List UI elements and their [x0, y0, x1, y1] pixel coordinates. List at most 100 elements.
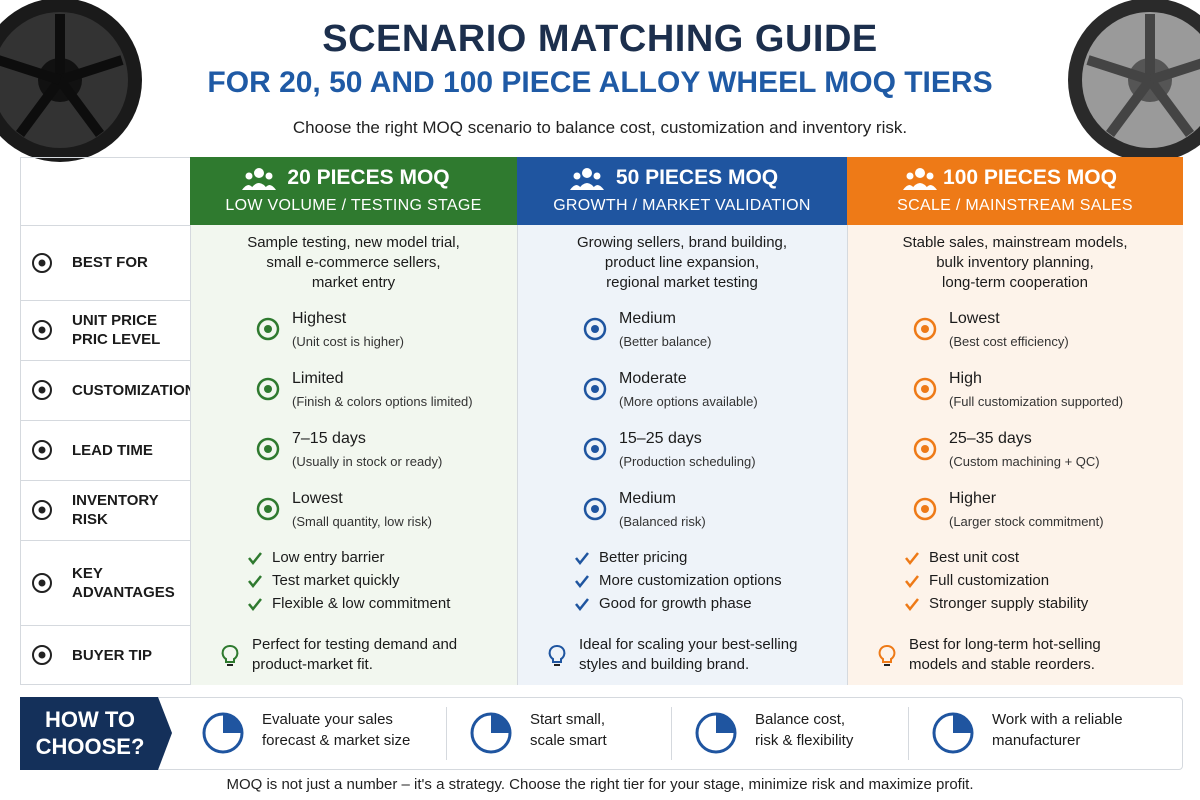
step-icon — [693, 710, 739, 756]
step-text: forecast & market size — [262, 732, 411, 749]
cell — [517, 625, 847, 685]
advantage-item: Best unit cost — [929, 549, 1020, 566]
row-label: ADVANTAGES — [72, 583, 175, 601]
cell-text: Stable sales, mainstream models, — [902, 233, 1128, 251]
advantage-item: Low entry barrier — [272, 549, 385, 566]
cell — [517, 420, 847, 480]
cell-main: 15–25 days — [619, 430, 702, 447]
cell-icon — [913, 497, 937, 521]
cell — [847, 420, 1183, 480]
cell — [190, 225, 517, 300]
cell-text: Sample testing, new model trial, — [247, 233, 460, 251]
cell-text: product line expansion, — [604, 253, 760, 271]
row-icon — [30, 251, 54, 275]
step-text: Balance cost, — [755, 711, 846, 728]
check-icon — [905, 574, 919, 589]
tip-text: styles and building brand. — [579, 656, 750, 673]
cell-sub: (Custom machining + QC) — [949, 454, 1100, 469]
column-header — [517, 157, 847, 225]
check-icon — [575, 597, 589, 612]
cell-icon — [256, 497, 280, 521]
cell-icon — [913, 317, 937, 341]
row-label: UNIT PRICE — [72, 312, 158, 329]
tip-text: Ideal for scaling your best-selling — [579, 636, 798, 653]
cell-text: regional market testing — [606, 273, 758, 291]
cell — [847, 300, 1183, 360]
cell — [517, 300, 847, 360]
column-title: 20 PIECES MOQ — [287, 166, 450, 189]
cell-icon — [913, 437, 937, 461]
tip-text: models and stable reorders. — [909, 656, 1095, 673]
check-icon — [905, 551, 919, 566]
step-text: Work with a reliable — [992, 711, 1123, 728]
title: SCENARIO MATCHING GUIDE — [322, 18, 878, 60]
step-text: Evaluate your sales — [262, 711, 393, 728]
column-subtitle: SCALE / MAINSTREAM SALES — [897, 197, 1133, 214]
cell-sub: (Balanced risk) — [619, 514, 706, 529]
step-text: Start small, — [530, 711, 606, 728]
people-icon — [241, 166, 276, 192]
cell-sub: (Finish & colors options limited) — [292, 394, 473, 409]
advantage-item: Good for growth phase — [599, 595, 752, 612]
cell-sub: (Full customization supported) — [949, 394, 1124, 409]
row-icon — [30, 438, 54, 462]
cell — [190, 300, 517, 360]
cell-main: 25–35 days — [949, 430, 1032, 447]
cell — [190, 480, 517, 540]
step-icon — [468, 710, 514, 756]
cell-text: market entry — [311, 273, 396, 291]
cell-icon — [583, 497, 607, 521]
row-label: PRIC LEVEL — [72, 331, 161, 348]
advantage-item: Full customization — [929, 572, 1050, 589]
row-label: INVENTORY — [72, 492, 159, 509]
cell — [190, 420, 517, 480]
tip-text: Perfect for testing demand and — [252, 636, 458, 653]
people-icon — [570, 166, 604, 192]
cell-sub: (Production scheduling) — [619, 454, 756, 469]
bulb-icon — [875, 642, 899, 668]
subtitle: FOR 20, 50 AND 100 PIECE ALLOY WHEEL MOQ… — [207, 66, 993, 99]
row-label: KEY — [72, 564, 103, 582]
cell — [847, 225, 1183, 300]
cell-icon — [256, 437, 280, 461]
advantage-item: Test market quickly — [272, 572, 400, 589]
row-icon — [30, 571, 54, 595]
cell-sub: (Best cost efficiency) — [949, 334, 1069, 349]
cell-text: Growing sellers, brand building, — [576, 233, 788, 251]
step-icon — [200, 710, 246, 756]
row-icon — [30, 643, 54, 667]
cell-main: High — [949, 370, 982, 387]
step-divider — [671, 707, 672, 760]
cell-icon — [583, 377, 607, 401]
people-icon — [903, 166, 937, 192]
cell-main: Higher — [949, 490, 997, 507]
column-title: 100 PIECES MOQ — [943, 166, 1117, 189]
step-text: risk & flexibility — [755, 732, 854, 749]
bulb-icon — [545, 642, 569, 668]
cell — [190, 625, 517, 685]
how-to-title: HOW TO — [44, 707, 136, 732]
row-icon — [30, 318, 54, 342]
column-title: 50 PIECES MOQ — [615, 166, 779, 189]
row-label: BUYER TIP — [72, 646, 153, 664]
check-icon — [905, 597, 919, 612]
cell-main: Medium — [619, 490, 676, 507]
cell-main: Moderate — [619, 370, 687, 387]
check-icon — [575, 551, 589, 566]
how-to-title: CHOOSE? — [35, 734, 145, 759]
step-text: scale smart — [530, 732, 607, 749]
cell — [847, 625, 1183, 685]
check-icon — [248, 574, 262, 589]
row-icon — [30, 498, 54, 522]
cell-sub: (Small quantity, low risk) — [292, 514, 432, 529]
step-text: manufacturer — [992, 732, 1081, 749]
step-divider — [446, 707, 447, 760]
column-subtitle: GROWTH / MARKET VALIDATION — [553, 197, 811, 214]
bulb-icon — [218, 642, 242, 668]
cell-sub: (Larger stock commitment) — [949, 514, 1104, 529]
cell-icon — [256, 317, 280, 341]
cell — [190, 540, 517, 625]
how-to-badge — [20, 697, 172, 770]
wheel-image-right — [1068, 0, 1200, 162]
cell-main: Limited — [292, 370, 344, 387]
